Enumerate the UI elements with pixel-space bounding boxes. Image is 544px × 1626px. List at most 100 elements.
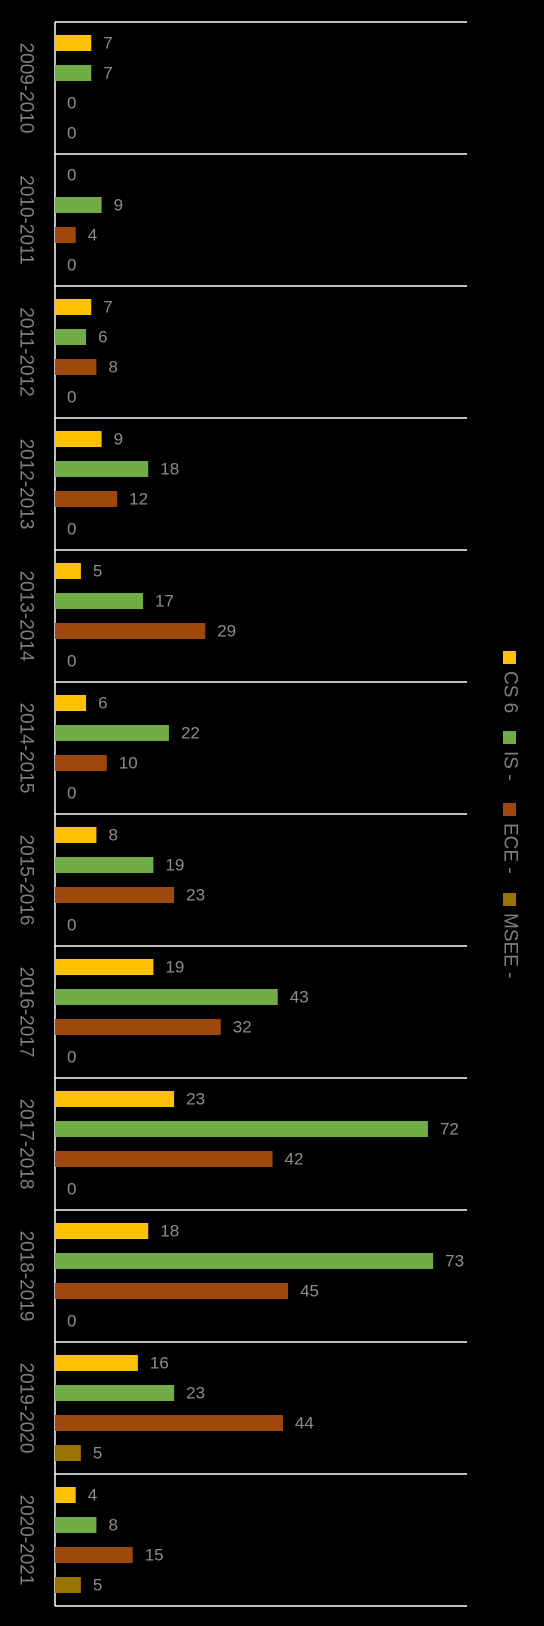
data-label: 9 <box>114 196 123 215</box>
bar <box>55 1415 283 1431</box>
data-label: 6 <box>98 328 107 347</box>
data-label: 23 <box>186 1090 205 1109</box>
category-tick-label: 2009-2010 <box>16 43 37 134</box>
bar <box>55 197 102 213</box>
data-label: 12 <box>129 490 148 509</box>
bar <box>55 623 206 639</box>
legend-swatch <box>503 893 516 906</box>
bar <box>55 695 87 711</box>
data-label: 0 <box>67 94 76 113</box>
bar <box>55 359 97 375</box>
data-label: 23 <box>186 1384 205 1403</box>
bar <box>55 1577 81 1593</box>
bar <box>55 65 92 81</box>
bar <box>55 1385 175 1401</box>
bar <box>55 1547 133 1563</box>
category-tick-label: 2014-2015 <box>16 703 37 794</box>
data-label: 0 <box>67 166 76 185</box>
bar <box>55 431 102 447</box>
bar <box>55 725 169 741</box>
data-label: 8 <box>108 826 117 845</box>
data-label: 19 <box>165 958 184 977</box>
category-tick-label: 2010-2011 <box>16 175 37 264</box>
category-tick-label: 2012-2013 <box>16 439 37 530</box>
legend-label: MSEE - <box>500 913 521 978</box>
bar <box>55 593 144 609</box>
data-label: 16 <box>150 1354 169 1373</box>
bar <box>55 1121 428 1137</box>
legend-label: IS - <box>500 751 521 781</box>
data-label: 22 <box>181 724 200 743</box>
bar <box>55 1355 138 1371</box>
bars <box>55 35 434 1593</box>
data-label: 15 <box>145 1546 164 1565</box>
category-tick-label: 2018-2019 <box>16 1231 37 1322</box>
data-label: 5 <box>93 562 102 581</box>
data-label: 44 <box>295 1414 314 1433</box>
category-tick-label: 2017-2018 <box>16 1099 37 1190</box>
data-label: 0 <box>67 784 76 803</box>
data-label: 0 <box>67 1312 76 1331</box>
data-label: 18 <box>160 1222 179 1241</box>
data-label: 72 <box>440 1120 459 1139</box>
bar <box>55 329 87 345</box>
bar <box>55 755 107 771</box>
data-label: 5 <box>93 1576 102 1595</box>
bar <box>55 461 149 477</box>
category-tick-label: 2015-2016 <box>16 835 37 926</box>
bar <box>55 227 76 243</box>
data-label: 10 <box>119 754 138 773</box>
bar <box>55 857 154 873</box>
data-label: 45 <box>300 1282 319 1301</box>
bar <box>55 1487 76 1503</box>
bar <box>55 491 118 507</box>
category-tick-label: 2019-2020 <box>16 1363 37 1454</box>
data-label: 0 <box>67 256 76 275</box>
bar <box>55 1445 81 1461</box>
bar <box>55 827 97 843</box>
data-label: 4 <box>88 226 97 245</box>
data-label: 23 <box>186 886 205 905</box>
data-label: 73 <box>445 1252 464 1271</box>
data-label: 0 <box>67 652 76 671</box>
bar <box>55 1283 289 1299</box>
category-tick-label: 2013-2014 <box>16 571 37 662</box>
category-axis <box>54 21 467 1607</box>
bar <box>55 1223 149 1239</box>
data-label: 6 <box>98 694 107 713</box>
bar <box>55 563 81 579</box>
bar <box>55 1151 273 1167</box>
data-label: 4 <box>88 1486 97 1505</box>
bar <box>55 887 175 903</box>
legend-swatch <box>503 731 516 744</box>
data-label: 0 <box>67 916 76 935</box>
data-label: 7 <box>103 34 112 53</box>
category-tick-label: 2011-2012 <box>16 307 37 396</box>
legend: CS 6 IS - ECE - MSEE - <box>500 651 521 978</box>
data-label: 0 <box>67 1048 76 1067</box>
bar <box>55 1091 175 1107</box>
bar <box>55 1019 221 1035</box>
bar <box>55 299 92 315</box>
data-label: 17 <box>155 592 174 611</box>
data-label: 8 <box>108 358 117 377</box>
data-label: 0 <box>67 520 76 539</box>
data-label: 0 <box>67 124 76 143</box>
bar <box>55 1253 434 1269</box>
data-label: 5 <box>93 1444 102 1463</box>
category-labels: 2009-2010 2010-2011 2011-2012 2012-2013 2013… <box>16 43 37 1586</box>
legend-swatch <box>503 651 516 664</box>
data-labels: 7700094076809181205172906221008192301943… <box>67 34 464 1595</box>
data-label: 42 <box>285 1150 304 1169</box>
data-label: 18 <box>160 460 179 479</box>
data-label: 0 <box>67 1180 76 1199</box>
category-tick-label: 2020-2021 <box>16 1495 37 1586</box>
data-label: 8 <box>108 1516 117 1535</box>
legend-swatch <box>503 803 516 816</box>
data-label: 7 <box>103 298 112 317</box>
data-label: 32 <box>233 1018 252 1037</box>
data-label: 19 <box>165 856 184 875</box>
category-tick-label: 2016-2017 <box>16 967 37 1058</box>
legend-label: CS 6 <box>500 671 521 713</box>
